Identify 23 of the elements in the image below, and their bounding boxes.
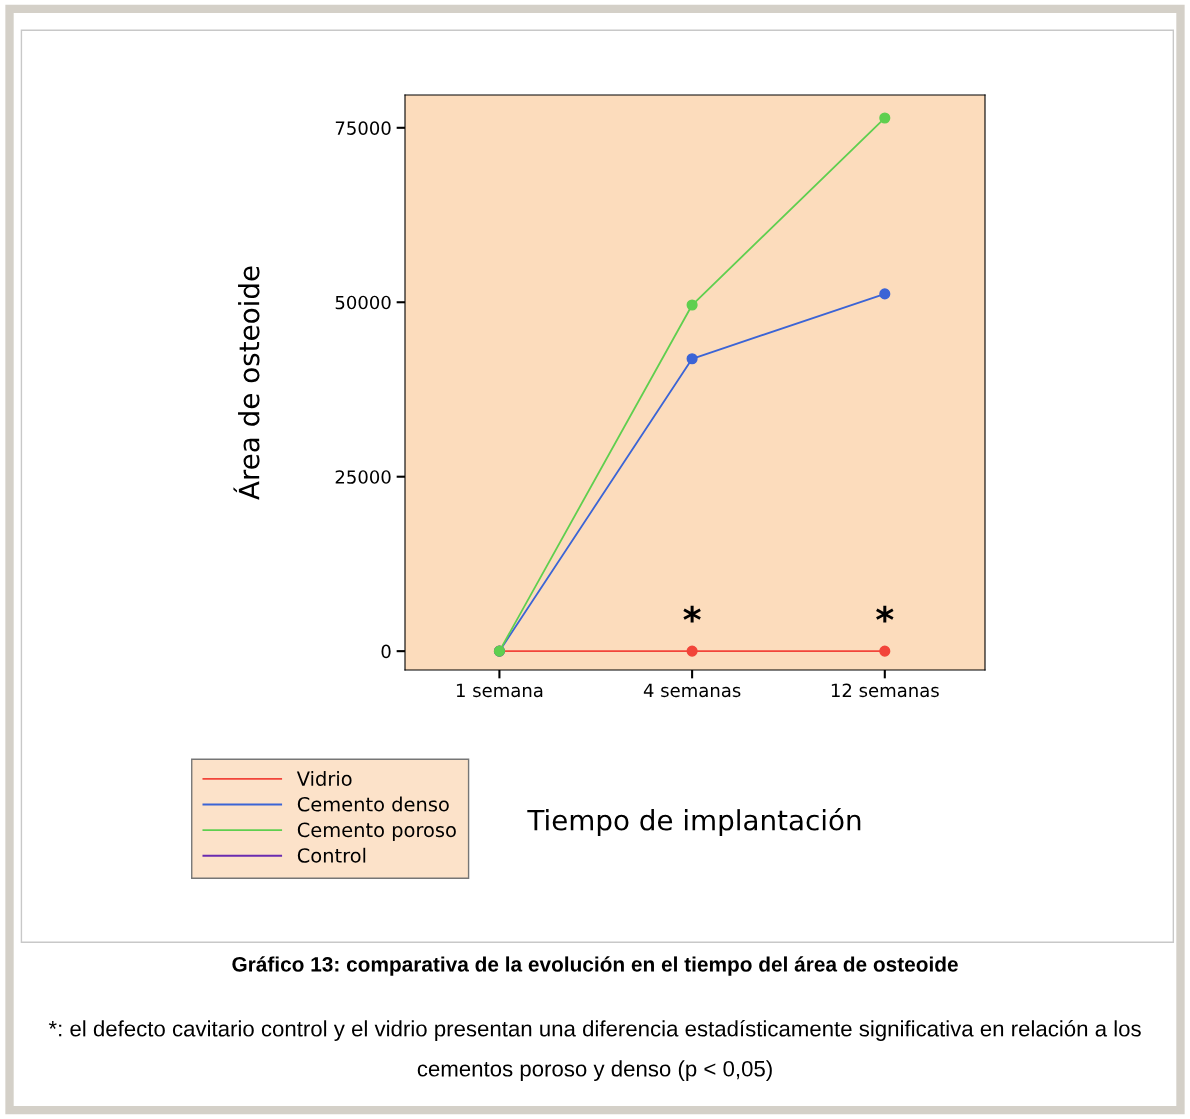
text: *: el defecto cavitario control y el vidrio presentan una diferencia estadísticamente significativa en relación a los cementos poroso y denso (p < 0,05) (48, 1020, 1141, 1082)
x-tick-label: 4 semanas (643, 683, 741, 698)
point (879, 645, 891, 657)
point (686, 299, 698, 311)
point (879, 112, 891, 124)
y-tick-label: 50000 (335, 295, 391, 310)
x-axis-title: Tiempo de implantación (527, 808, 861, 836)
point (879, 288, 891, 300)
x-tick-label: 12 semanas (831, 683, 939, 698)
x-tick-label: 1 semana (456, 683, 543, 698)
y-axis-title: Área de osteoide (233, 266, 260, 500)
y-tick-label: 0 (381, 644, 391, 659)
y-tick-label: 75000 (335, 121, 391, 135)
legend-label: Cemento denso (297, 796, 449, 812)
point (686, 645, 698, 657)
legend-label: Cemento poroso (297, 822, 456, 841)
legend-label: Vidrio (296, 770, 352, 786)
text: Gráfico 13: comparativa de la evolución en el tiempo del área de osteoide (232, 956, 958, 976)
annotation: * (683, 605, 701, 623)
annotation: * (876, 605, 894, 623)
y-tick-label: 25000 (335, 470, 391, 484)
legend-label: Control (297, 847, 366, 863)
point (686, 353, 698, 365)
